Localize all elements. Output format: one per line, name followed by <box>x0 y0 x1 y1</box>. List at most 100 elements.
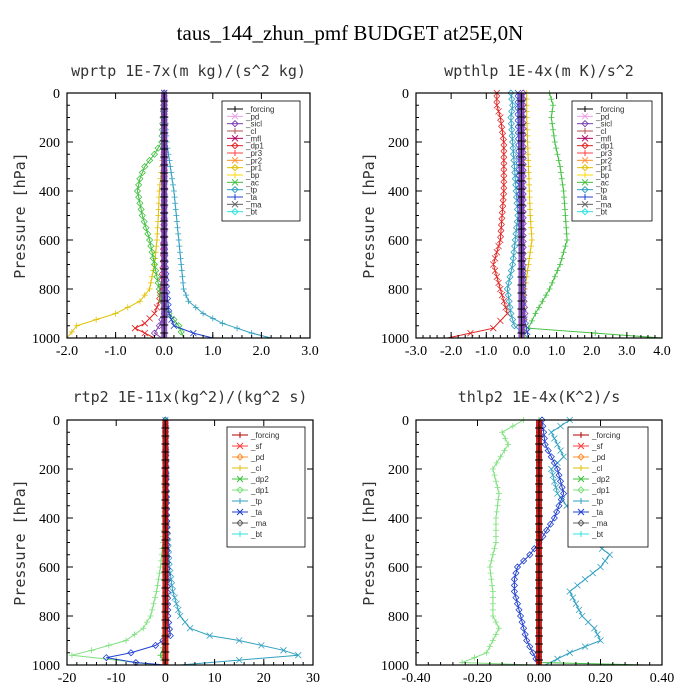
legend-marker <box>231 178 239 186</box>
y-tick-label: 400 <box>39 512 60 527</box>
legend-marker <box>581 200 589 208</box>
legend-marker <box>232 172 238 178</box>
legend-marker <box>577 486 585 494</box>
y-tick-label: 1000 <box>381 332 409 347</box>
legend-label: _ma <box>250 519 267 528</box>
legend-marker <box>578 498 584 504</box>
series-markers-1 <box>68 417 169 664</box>
legend-marker <box>231 163 239 172</box>
legend-label: _tp <box>250 497 263 506</box>
y-tick-label: 800 <box>39 610 60 625</box>
y-tick-label: 600 <box>388 561 409 576</box>
legend-marker <box>578 531 584 537</box>
legend-marker <box>237 432 243 438</box>
legend-label: _mfl <box>245 134 261 143</box>
legend-label: _sf <box>591 442 603 451</box>
legend-marker <box>231 141 239 150</box>
legend-marker <box>236 519 244 527</box>
legend-label: _cl <box>250 464 261 473</box>
y-tick-label: 1000 <box>32 332 60 347</box>
legend-marker <box>237 498 243 504</box>
y-tick-label: 400 <box>39 185 60 200</box>
legend-label: _pd <box>245 112 259 121</box>
x-tick-label: 20 <box>257 671 271 686</box>
x-tick-label: -1.0 <box>475 344 497 359</box>
legend-marker <box>231 112 239 120</box>
legend-label: _bt <box>595 208 608 217</box>
panel-3: rtp2 1E-11x(kg^2)/(kg^2 s) Pressure [hPa]… <box>11 388 320 686</box>
x-tick-label: 2.0 <box>253 344 271 359</box>
x-tick-label: 30 <box>306 671 320 686</box>
legend-label: _sicl <box>595 120 612 129</box>
legend-label: _ac <box>595 178 609 187</box>
y-tick-label: 800 <box>388 283 409 298</box>
legend-label: _bp <box>595 171 610 180</box>
legend-marker <box>581 141 589 150</box>
legend-label: _forcing <box>245 105 274 114</box>
x-tick-label: 0.40 <box>650 671 675 686</box>
legend-label: _pr2 <box>595 156 613 165</box>
legend-label: _pr2 <box>245 156 263 165</box>
legend-marker <box>581 178 589 186</box>
legend-label: _dp1 <box>250 486 269 495</box>
legend-marker <box>231 207 239 216</box>
y-tick-label: 200 <box>388 463 409 478</box>
legend-marker <box>581 112 589 120</box>
series-line-1 <box>71 419 166 666</box>
legend-marker <box>236 486 244 494</box>
x-tick-label: 3.0 <box>618 344 636 359</box>
x-tick-label: 4.0 <box>653 344 671 359</box>
series-line-3 <box>513 419 565 666</box>
series-markers-1 <box>459 417 527 666</box>
legend-marker <box>231 119 239 128</box>
x-tick-label: 0.0 <box>155 344 173 359</box>
x-tick-label: -1.0 <box>105 344 127 359</box>
legend-label: _pd <box>595 112 609 121</box>
legend-label: _bt <box>250 530 263 539</box>
legend-label: _dp2 <box>591 475 610 484</box>
legend-label: _cl <box>245 127 256 136</box>
y-tick-label: 800 <box>388 610 409 625</box>
legend-label: _tp <box>595 186 608 195</box>
y-tick-label: 0 <box>53 87 60 102</box>
x-tick-label: 3.0 <box>301 344 319 359</box>
legend-marker <box>577 442 585 450</box>
legend-label: _ma <box>245 200 262 209</box>
y-tick-label: 1000 <box>381 659 409 674</box>
y-axis-label: Pressure [hPa] <box>11 479 29 605</box>
legend-marker <box>577 508 585 516</box>
legend-marker <box>581 156 589 164</box>
legend-marker <box>237 465 243 471</box>
legend-label: _pr1 <box>595 164 613 173</box>
y-axis-label: Pressure [hPa] <box>360 152 378 278</box>
y-tick-label: 600 <box>39 234 60 249</box>
x-tick-label: -0.20 <box>463 671 492 686</box>
legend-marker <box>581 119 589 128</box>
y-tick-label: 0 <box>53 414 60 429</box>
legend-marker <box>577 453 585 461</box>
legend-label: _pr3 <box>245 149 263 158</box>
legend-label: _pd <box>591 453 605 462</box>
series-line-1 <box>66 93 165 339</box>
y-tick-label: 800 <box>39 283 60 298</box>
legend-label: _pr1 <box>245 164 263 173</box>
legend-marker <box>578 465 584 471</box>
panel-title: wpthlp 1E-4x(m K)/s^2 <box>444 62 634 80</box>
legend-label: _cl <box>591 464 602 473</box>
series-line-3 <box>506 92 529 339</box>
legend-marker <box>578 432 584 438</box>
panel-title: rtp2 1E-11x(kg^2)/(kg^2 s) <box>73 388 308 406</box>
legend-label: _ta <box>250 508 263 517</box>
legend-label: _dp1 <box>595 142 614 151</box>
legend-marker <box>236 475 244 483</box>
legend-marker <box>231 156 239 164</box>
series-markers-3 <box>503 89 525 336</box>
legend-label: _forcing <box>595 105 624 114</box>
legend-label: _pr3 <box>595 149 613 158</box>
y-axis-label: Pressure [hPa] <box>360 479 378 605</box>
x-tick-label: 0.00 <box>527 671 552 686</box>
legend-marker <box>582 150 588 156</box>
panel-title: thlp2 1E-4x(K^2)/s <box>458 388 621 406</box>
